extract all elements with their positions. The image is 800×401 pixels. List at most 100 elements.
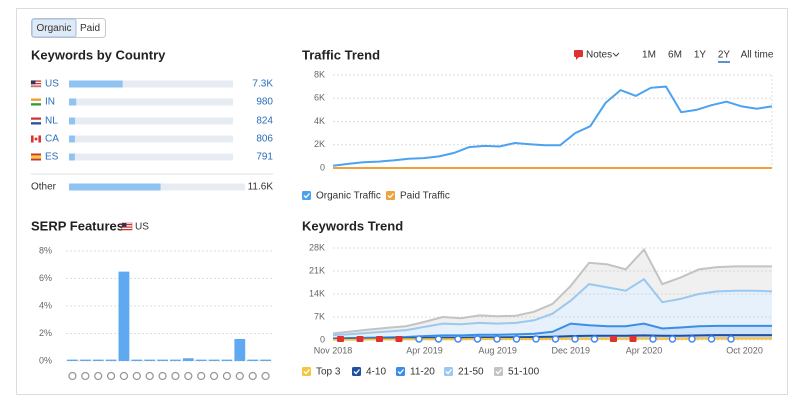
legend-checkbox[interactable] [444, 367, 453, 376]
google-marker[interactable] [454, 335, 462, 343]
feature-icon[interactable] [171, 371, 180, 381]
country-label[interactable]: US [45, 79, 59, 90]
legend-checkbox[interactable] [386, 191, 395, 200]
google-marker[interactable] [512, 335, 521, 343]
subtitle: US [135, 222, 149, 233]
legend-label[interactable]: 21-50 [458, 367, 484, 378]
google-marker[interactable] [415, 335, 423, 343]
x-tick-label: Apr 2020 [626, 345, 663, 355]
flag [30, 119, 42, 123]
range-button[interactable]: 1M [642, 50, 656, 61]
y-tick-label: 0 [320, 334, 325, 344]
toggle-selected [31, 18, 77, 38]
google-marker[interactable] [434, 335, 443, 343]
toggle-option[interactable]: Organic [36, 23, 71, 34]
feature-icon[interactable] [81, 371, 90, 381]
google-marker[interactable] [493, 335, 501, 343]
check [445, 369, 452, 375]
legend-label[interactable]: Top 3 [316, 367, 341, 378]
section-title: Keywords by Country [31, 47, 166, 62]
country-label[interactable]: NL [45, 116, 58, 127]
value-label[interactable]: 980 [256, 97, 273, 108]
country-label[interactable]: ES [45, 152, 59, 163]
legend-label[interactable]: 4-10 [366, 367, 386, 378]
legend-checkbox[interactable] [302, 191, 311, 200]
legend-label[interactable]: Paid Traffic [400, 191, 450, 202]
google-marker[interactable] [473, 335, 482, 343]
range-button[interactable]: 6M [668, 50, 682, 61]
toggle-option[interactable]: Paid [80, 23, 100, 34]
check [397, 369, 404, 375]
notes-button[interactable]: Notes [586, 50, 612, 61]
feature-icon[interactable] [158, 371, 167, 381]
value-label[interactable]: 791 [256, 152, 273, 163]
bar-track [69, 117, 233, 125]
google-marker[interactable] [727, 335, 735, 343]
range-button[interactable]: 1Y [694, 50, 707, 61]
legend-label[interactable]: 11-20 [410, 367, 435, 378]
feature-icon[interactable] [248, 371, 257, 381]
bar-track [69, 153, 233, 161]
y-tick-label: 8K [314, 69, 325, 79]
feature-icon[interactable] [222, 371, 232, 381]
note-marker[interactable] [629, 336, 637, 342]
feature-icon[interactable] [94, 371, 103, 381]
google-marker[interactable] [532, 335, 540, 343]
bar [105, 359, 117, 361]
note-marker[interactable] [376, 336, 383, 342]
flag [31, 122, 41, 125]
google-marker[interactable] [707, 335, 716, 343]
value-label[interactable]: 7.3K [252, 79, 273, 90]
feature-icon[interactable] [119, 371, 129, 381]
google-marker[interactable] [590, 335, 599, 343]
legend-checkbox[interactable] [352, 367, 361, 376]
flag [31, 80, 41, 82]
y-tick-label: 6% [39, 273, 52, 283]
range-button[interactable]: All time [741, 50, 774, 61]
legend-label[interactable]: Organic Traffic [316, 191, 381, 202]
bar [195, 359, 207, 361]
y-tick-label: 6K [314, 93, 325, 103]
google-marker[interactable] [571, 335, 579, 343]
check [303, 369, 310, 375]
feature-icon[interactable] [235, 371, 244, 381]
feature-icon[interactable] [106, 371, 116, 381]
legend-checkbox[interactable] [396, 367, 405, 376]
bar [208, 359, 220, 361]
y-tick-label: 4% [39, 300, 52, 310]
feature-icon[interactable] [132, 371, 141, 381]
flag [31, 117, 41, 120]
flag [34, 137, 38, 141]
legend-label[interactable]: 51-100 [508, 367, 540, 378]
y-tick-label: 14K [309, 288, 325, 298]
value-label[interactable]: 806 [256, 134, 273, 145]
feature-icon[interactable] [197, 371, 206, 381]
note-marker[interactable] [356, 336, 364, 342]
country-label[interactable]: IN [45, 97, 55, 108]
google-marker[interactable] [688, 335, 696, 343]
series-line [332, 322, 772, 340]
google-marker[interactable] [649, 335, 657, 343]
legend-checkbox[interactable] [494, 367, 503, 376]
feature-icon[interactable] [184, 371, 193, 381]
google-marker[interactable] [668, 335, 677, 343]
y-tick-label: 2K [314, 139, 325, 149]
check [495, 369, 502, 375]
country-label[interactable]: CA [45, 134, 59, 145]
check [303, 193, 310, 199]
note-marker[interactable] [610, 336, 617, 342]
note-marker[interactable] [337, 336, 344, 342]
feature-icon[interactable] [145, 371, 154, 381]
value-label[interactable]: 824 [256, 116, 273, 127]
feature-icon[interactable] [261, 371, 270, 381]
note-marker[interactable] [395, 336, 403, 342]
legend-checkbox[interactable] [302, 367, 311, 376]
google-marker[interactable] [551, 335, 560, 343]
feature-icon[interactable] [209, 371, 219, 381]
flag [31, 98, 41, 101]
range-button[interactable]: 2Y [718, 50, 731, 61]
feature-icon[interactable] [68, 371, 77, 381]
series-area [333, 279, 772, 339]
bar [69, 80, 123, 88]
